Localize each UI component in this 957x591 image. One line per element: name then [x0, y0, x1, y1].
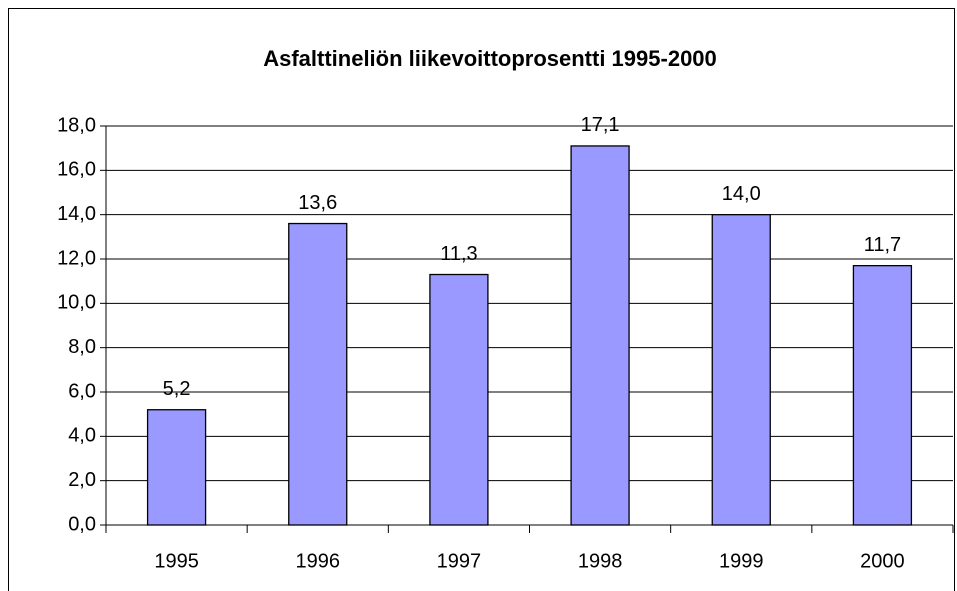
y-tick-label: 18,0: [57, 114, 96, 136]
x-tick-label: 2000: [860, 550, 905, 572]
x-tick-label: 1998: [578, 550, 623, 572]
x-tick-label: 1999: [719, 550, 764, 572]
x-tick-label: 1997: [437, 550, 482, 572]
y-tick-label: 0,0: [68, 513, 96, 535]
value-label: 11,3: [440, 243, 477, 265]
bar: [852, 264, 913, 526]
bar: [429, 273, 489, 526]
x-tick-label: 1996: [296, 550, 341, 572]
bar: [570, 145, 630, 526]
chart-title: Asfalttineliön liikevoittoprosentti 1995…: [263, 46, 717, 71]
bar: [288, 222, 348, 526]
y-tick-label: 14,0: [57, 203, 96, 225]
value-label: 14,0: [722, 183, 761, 205]
y-tick-label: 2,0: [68, 469, 96, 491]
y-tick-label: 4,0: [68, 425, 96, 447]
y-tick-label: 8,0: [68, 336, 96, 358]
value-label: 17,1: [581, 114, 620, 136]
value-label: 11,7: [864, 234, 901, 256]
bar: [711, 214, 771, 526]
y-tick-label: 10,0: [57, 292, 96, 314]
value-label: 5,2: [163, 378, 191, 400]
y-tick-label: 16,0: [57, 159, 96, 181]
y-tick-label: 6,0: [68, 380, 96, 402]
value-label: 13,6: [298, 192, 337, 214]
x-tick-label: 1995: [154, 550, 199, 572]
y-tick-label: 12,0: [57, 247, 96, 269]
bar: [146, 409, 207, 526]
